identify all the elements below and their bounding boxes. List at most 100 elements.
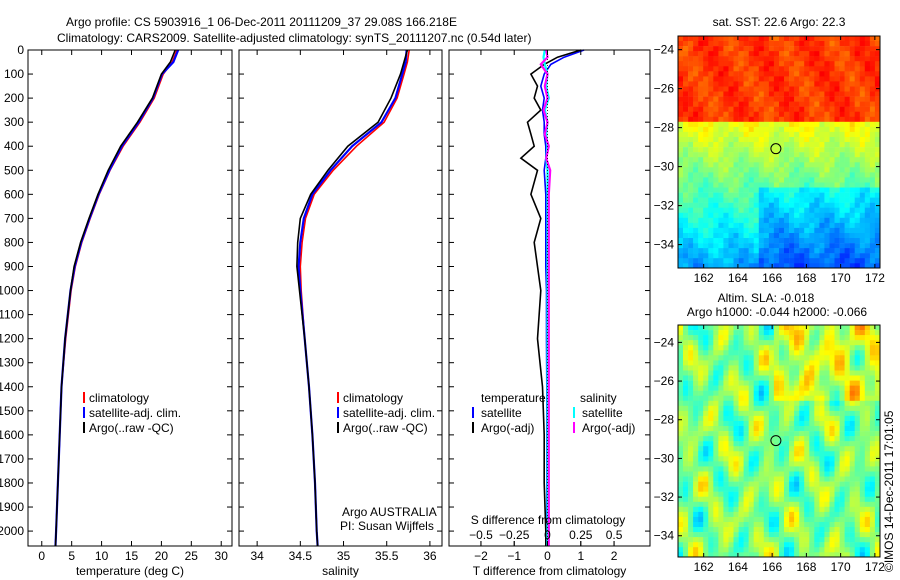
map-cell: [718, 415, 724, 422]
map-cell: [819, 441, 825, 447]
map-cell: [874, 243, 880, 249]
map-cell: [784, 405, 790, 412]
map-cell: [814, 106, 820, 113]
map-cell: [789, 86, 795, 92]
map-cell: [874, 66, 880, 72]
map-cell: [708, 491, 714, 498]
map-cell: [743, 162, 749, 168]
map-cell: [723, 243, 729, 249]
map-cell: [678, 345, 684, 351]
map-cell: [698, 436, 704, 442]
map-cell: [794, 76, 800, 82]
map-cell: [869, 516, 876, 523]
map-cell: [794, 253, 800, 259]
s-tick-label: −0.5: [469, 528, 493, 542]
map-cell: [864, 116, 871, 123]
map-cell: [854, 522, 861, 528]
map-cell: [693, 446, 699, 452]
map-cell: [708, 426, 714, 432]
map-cell: [768, 511, 775, 518]
map-cell: [824, 248, 830, 254]
map-cell: [773, 91, 780, 97]
map-cell: [839, 431, 845, 437]
map-cell: [733, 152, 739, 158]
map-cell: [829, 137, 835, 143]
map-cell: [738, 86, 744, 92]
map-cell: [849, 46, 856, 52]
map-cell: [829, 421, 835, 427]
map-cell: [703, 380, 709, 386]
map-cell: [794, 441, 800, 447]
map-cell: [814, 330, 820, 336]
map-cell: [693, 370, 699, 376]
map-cell: [864, 202, 871, 209]
map-cell: [869, 76, 876, 82]
map-cell: [693, 375, 699, 381]
map-cell: [804, 71, 810, 77]
map-cell: [814, 471, 820, 477]
map-cell: [718, 365, 724, 371]
map-cell: [758, 126, 765, 133]
y-tick-label: 0: [17, 43, 24, 57]
map-cell: [849, 537, 856, 543]
map-cell: [799, 227, 805, 234]
map-cell: [723, 522, 729, 528]
map-cell: [708, 415, 714, 422]
map-cell: [804, 197, 810, 203]
map-cell: [713, 330, 719, 336]
map-cell: [819, 522, 825, 528]
map-cell: [678, 325, 684, 331]
map-cell: [753, 71, 760, 77]
map-cell: [718, 121, 724, 128]
map-cell: [703, 152, 709, 158]
map-cell: [834, 471, 840, 477]
map-cell: [864, 91, 871, 97]
map-cell: [874, 106, 880, 113]
map-cell: [814, 111, 820, 118]
map-cell: [859, 187, 866, 193]
map-cell: [829, 222, 835, 229]
map-cell: [819, 496, 825, 503]
map-cell: [693, 456, 699, 462]
map-cell: [743, 547, 749, 553]
map-cell: [708, 248, 714, 254]
map-cell: [824, 552, 830, 558]
map-cell: [768, 96, 775, 102]
map-cell: [804, 187, 810, 193]
map-cell: [773, 111, 780, 118]
map-cell: [768, 121, 775, 128]
map-cell: [779, 330, 785, 336]
map-cell: [693, 400, 699, 407]
map-cell: [864, 76, 871, 82]
map-cell: [693, 325, 699, 331]
map-cell: [748, 370, 755, 376]
map-cell: [763, 431, 770, 437]
map-cell: [874, 390, 880, 397]
map-cell: [864, 217, 871, 224]
map-cell: [723, 212, 729, 219]
map-cell: [733, 96, 739, 102]
map-cell: [839, 527, 845, 533]
map-cell: [824, 91, 830, 97]
map-cell: [829, 516, 835, 523]
lat-tick-label: −26: [654, 82, 675, 96]
map-cell: [718, 506, 724, 513]
map-cell: [708, 238, 714, 244]
map-cell: [683, 101, 689, 107]
map-cell: [773, 340, 780, 346]
map-cell: [799, 491, 805, 498]
map-cell: [723, 350, 729, 356]
map-cell: [693, 248, 699, 254]
map-cell: [824, 142, 830, 148]
map-cell: [733, 162, 739, 168]
map-cell: [844, 330, 850, 336]
map-cell: [688, 345, 694, 351]
map-cell: [794, 522, 800, 528]
map-cell: [834, 375, 840, 381]
map-cell: [859, 491, 866, 498]
map-cell: [723, 441, 729, 447]
map-cell: [683, 258, 689, 264]
map-cell: [794, 91, 800, 97]
map-cell: [814, 263, 820, 269]
